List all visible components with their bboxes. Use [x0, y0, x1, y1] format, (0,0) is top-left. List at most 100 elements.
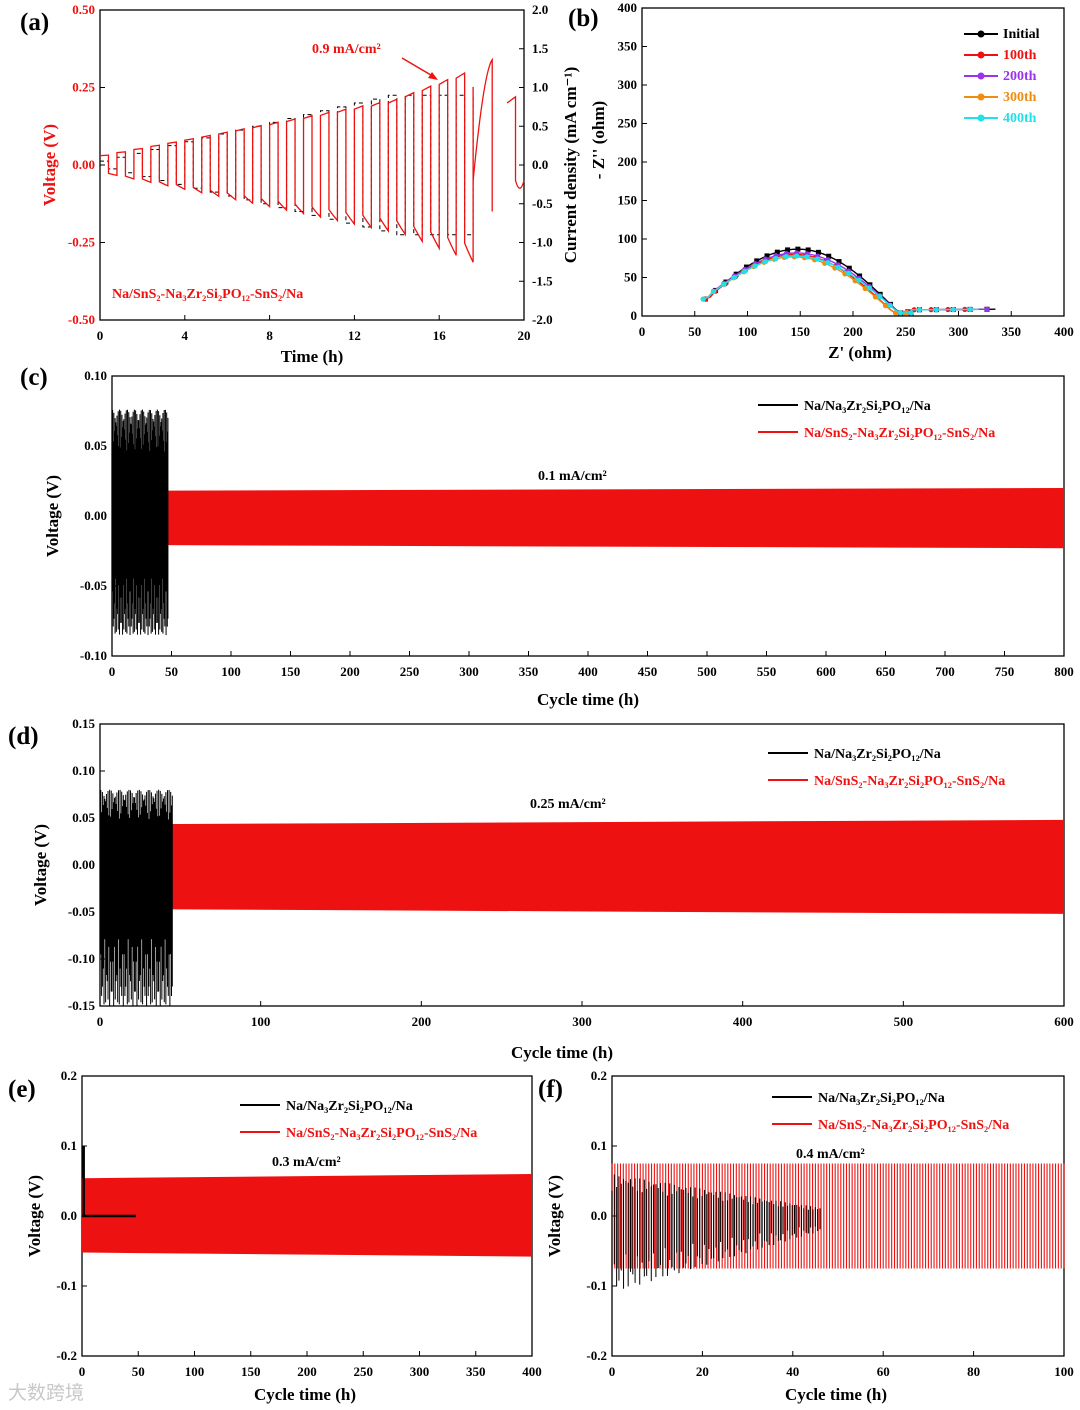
- panel-e-xtick-label: 100: [185, 1364, 205, 1379]
- panel-b-point: [967, 306, 973, 313]
- watermark: 大数跨境: [8, 1382, 85, 1404]
- panel-d-xtick-label: 400: [733, 1014, 753, 1029]
- panel-b-xtick-label: 300: [949, 324, 969, 339]
- panel-e-legend-label: Na/SnS₂-Na₃Zr₂Si₂PO₁₂-SnS₂/Na: [286, 1126, 477, 1141]
- panel-e-xlabel: Cycle time (h): [254, 1385, 356, 1404]
- panel-a-xtick-label: 8: [266, 328, 273, 343]
- panel-e-xtick-label: 400: [522, 1364, 542, 1379]
- panel-c-ytick-label: 0.00: [84, 508, 107, 523]
- panel-a-ylabel-left: Voltage (V): [40, 124, 59, 206]
- panel-f-ylabel: Voltage (V): [545, 1175, 564, 1257]
- panel-b-point: [814, 256, 821, 262]
- panel-b-point: [866, 285, 873, 291]
- panel-b-point: [754, 258, 760, 264]
- panel-b-point: [984, 306, 990, 312]
- panel-b-point: [815, 249, 821, 255]
- panel-e-xtick-label: 250: [354, 1364, 374, 1379]
- panel-b-ytick-label: 250: [618, 116, 638, 131]
- panel-a-right-ytick-label: -2.0: [532, 312, 553, 327]
- panel-d-xtick-label: 500: [894, 1014, 914, 1029]
- panel-a-annotation: 0.9 mA/cm²: [312, 42, 381, 57]
- panel-c-xtick-label: 150: [281, 664, 301, 679]
- panel-f-xlabel: Cycle time (h): [785, 1385, 887, 1404]
- panel-a-left-ytick-label: 0.50: [72, 2, 95, 17]
- panel-b-point: [898, 310, 904, 316]
- panel-f-legend: Na/Na₃Zr₂Si₂PO₁₂/Na Na/SnS₂-Na₃Zr₂Si₂PO₁₂…: [772, 1091, 1009, 1133]
- panel-f-ytick-label: 0.0: [591, 1208, 607, 1223]
- panel-a-current-series: [100, 94, 474, 236]
- panel-b-point: [856, 277, 862, 283]
- panel-b-ytick-label: 400: [618, 0, 638, 15]
- panel-d-xtick-label: 0: [97, 1014, 104, 1029]
- panel-b-xtick-label: 350: [1002, 324, 1022, 339]
- panel-a-left-ytick-label: 0.00: [72, 157, 95, 172]
- panel-c-xtick-label: 0: [109, 664, 116, 679]
- panel-f-xtick-label: 20: [696, 1364, 709, 1379]
- panel-b-point: [826, 253, 832, 259]
- panel-b-point: [908, 310, 914, 316]
- panel-c-xtick-label: 350: [519, 664, 539, 679]
- panel-a-left-ytick-label: 0.25: [72, 80, 95, 95]
- panel-b-ytick-label: 50: [624, 270, 637, 285]
- panel-c-xtick-label: 550: [757, 664, 777, 679]
- panel-b-point: [933, 307, 939, 313]
- panel-b-point: [805, 247, 811, 253]
- panel-e-ytick-label: -0.2: [56, 1348, 77, 1363]
- panel-f: (f) 0 20 40 60 80 100 0.2 0.1 0.0 -0.1 -0.2 Cycle …: [538, 1068, 1074, 1404]
- panel-e-ytick-label: 0.2: [61, 1068, 77, 1083]
- panel-b-point: [916, 307, 923, 313]
- panel-f-xtick-label: 100: [1054, 1364, 1074, 1379]
- panel-d-xtick-label: 600: [1054, 1014, 1074, 1029]
- panel-e-xtick-label: 50: [132, 1364, 145, 1379]
- panel-e-label: (e): [8, 1076, 36, 1103]
- panel-b-point: [872, 294, 878, 300]
- panel-f-xtick-label: 60: [877, 1364, 890, 1379]
- panel-b-point: [764, 253, 770, 259]
- panel-b-ytick-label: 300: [618, 77, 638, 92]
- panel-b-point: [785, 247, 791, 253]
- panel-e-ytick-label: 0.1: [61, 1138, 77, 1153]
- panel-b-legend-label: 300th: [1003, 90, 1037, 105]
- panel-d-ytick-label: -0.05: [68, 904, 96, 919]
- panel-d-xtick-label: 200: [412, 1014, 432, 1029]
- panel-b-point: [721, 281, 727, 287]
- panel-d-annotation: 0.25 mA/cm²: [530, 797, 606, 812]
- panel-a-right-ytick-label: 1.0: [532, 80, 548, 95]
- panel-b-ytick-label: 150: [618, 193, 638, 208]
- panel-f-legend-label: Na/Na₃Zr₂Si₂PO₁₂/Na: [818, 1091, 945, 1106]
- panel-c: (c) 0 50 100 150 200 250 300 350 400 450 500 550 600…: [20, 364, 1074, 709]
- panel-b-ytick-label: 100: [618, 231, 638, 246]
- panel-f-ytick-label: -0.2: [586, 1348, 607, 1363]
- panel-a-right-ytick-label: 0.5: [532, 118, 549, 133]
- panel-e: (e) 0 50 100 150 200 250 300 350 400 0.2 0.1 0.0 -0.…: [8, 1068, 542, 1404]
- panel-b-ytick-label: 200: [618, 154, 638, 169]
- panel-c-xtick-label: 250: [400, 664, 420, 679]
- panel-b-legend: Initial 100th 200th 300th 400th: [964, 27, 1040, 126]
- panel-c-legend-label: Na/Na₃Zr₂Si₂PO₁₂/Na: [804, 399, 931, 414]
- panel-a-right-ytick-label: 0.0: [532, 157, 548, 172]
- panel-e-ytick-label: 0.0: [61, 1208, 77, 1223]
- panel-e-xtick-label: 0: [79, 1364, 86, 1379]
- panel-a-right-ytick-label: -1.5: [532, 273, 553, 288]
- panel-d-legend-label: Na/Na₃Zr₂Si₂PO₁₂/Na: [814, 747, 941, 762]
- panel-b-point: [825, 259, 831, 266]
- panel-c-annotation: 0.1 mA/cm²: [538, 469, 607, 484]
- panel-b-point: [742, 268, 748, 274]
- panel-b-point: [950, 306, 956, 313]
- panel-b-legend-label: Initial: [1003, 27, 1040, 42]
- panel-e-red-envelope: [82, 1174, 532, 1257]
- panel-e-legend-label: Na/Na₃Zr₂Si₂PO₁₂/Na: [286, 1099, 413, 1114]
- panel-d-ytick-label: -0.10: [68, 951, 95, 966]
- panel-a-right-ytick-label: -1.0: [532, 235, 553, 250]
- panel-a-xtick-label: 16: [433, 328, 447, 343]
- panel-e-xtick-label: 300: [410, 1364, 430, 1379]
- panel-a-left-ytick-label: -0.50: [68, 312, 95, 327]
- panel-a-xlabel: Time (h): [281, 347, 344, 366]
- panel-b-legend-marker: [977, 30, 985, 38]
- panel-c-xtick-label: 700: [935, 664, 955, 679]
- panel-b-point: [846, 270, 852, 276]
- panel-c-xtick-label: 200: [340, 664, 360, 679]
- panel-b-legend-label: 200th: [1003, 69, 1037, 84]
- panel-a-right-ytick-label: 1.5: [532, 41, 549, 56]
